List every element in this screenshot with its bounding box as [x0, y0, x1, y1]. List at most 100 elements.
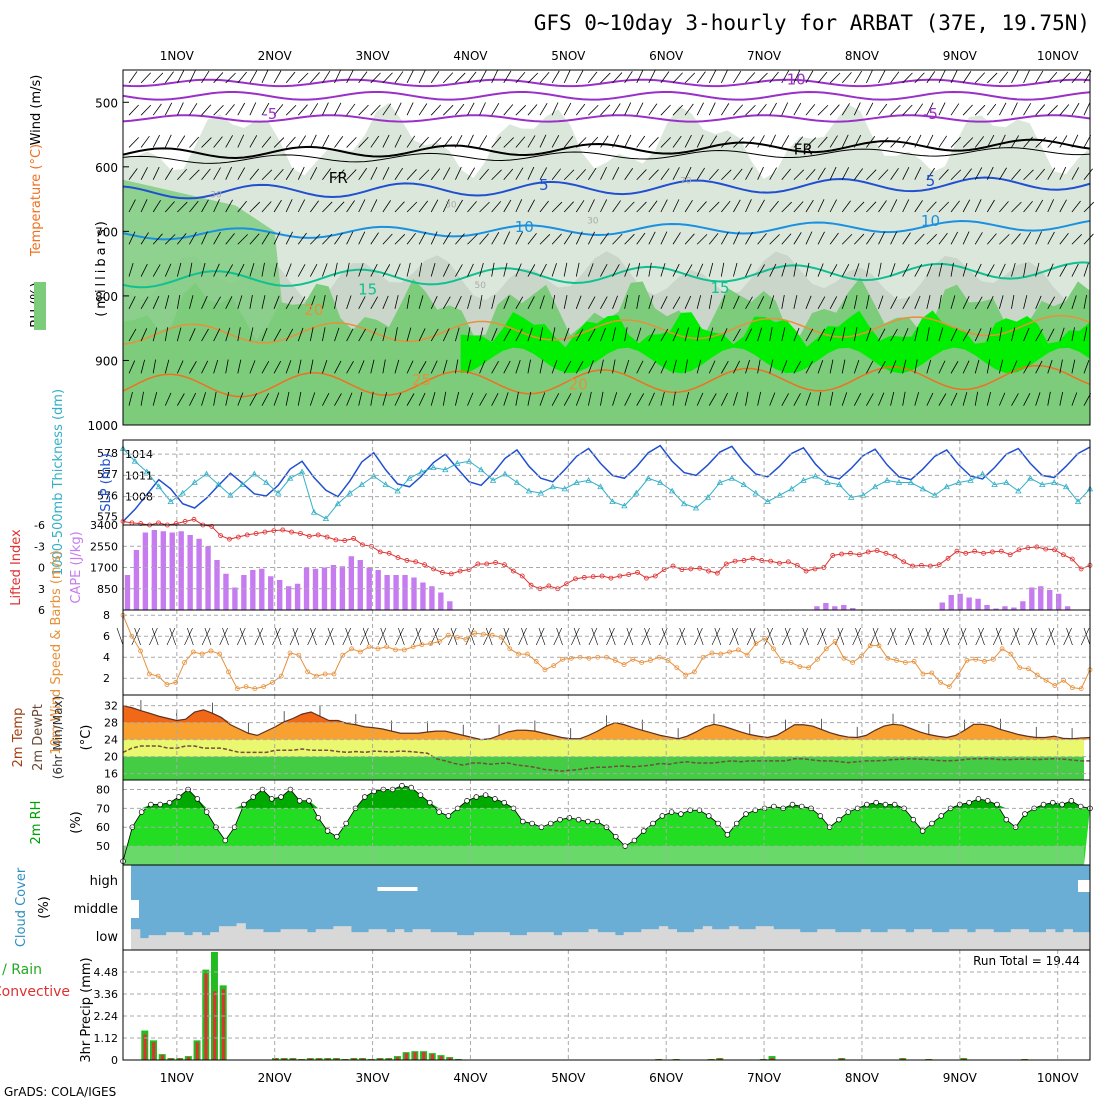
- wind-barb: [648, 200, 658, 213]
- wind-barb: [503, 168, 514, 180]
- wind-barb: [334, 70, 341, 84]
- lifted-index-point: [750, 555, 756, 561]
- wind-barb: [140, 135, 150, 148]
- surface-wind-barb: [1083, 627, 1091, 646]
- wind-barb: [1059, 199, 1067, 213]
- wind-barb: [998, 359, 1004, 374]
- lifted-index-point: [1052, 547, 1057, 553]
- wind-barb: [273, 328, 282, 342]
- wind-barb: [249, 327, 254, 342]
- wind-barb: [612, 264, 620, 277]
- precip-convective-bar: [274, 1058, 278, 1060]
- wind-barb: [430, 199, 439, 213]
- low-cloud-gap: [1072, 932, 1082, 950]
- wind-speed-point: [375, 646, 381, 652]
- day-label-bottom: 3NOV: [356, 1071, 391, 1085]
- cape-bar: [1055, 593, 1062, 610]
- wind-barb: [189, 295, 194, 309]
- low-cloud-gap: [271, 932, 282, 950]
- low-cloud-gap: [641, 929, 651, 950]
- precip-convective-bar: [317, 1058, 321, 1060]
- wind-barb: [346, 200, 355, 213]
- wind-barb: [624, 201, 635, 213]
- wind-barb: [370, 167, 378, 180]
- surface-wind-barb: [782, 627, 791, 646]
- wind-barb: [781, 201, 792, 213]
- wind-barb: [334, 102, 342, 116]
- wind-speed-point: [797, 664, 803, 670]
- wind-barb: [684, 264, 693, 277]
- wind-barb: [1047, 328, 1055, 342]
- wind-barb: [878, 103, 888, 116]
- lifted-index-point: [927, 563, 933, 569]
- lifted-index-point: [377, 549, 383, 555]
- wind-barb: [660, 360, 667, 374]
- wind-barb: [588, 296, 596, 310]
- wind-barb: [346, 295, 352, 309]
- day-label-bottom: 2NOV: [258, 1071, 293, 1085]
- wind-barb: [467, 263, 474, 277]
- wind-speed-line: [122, 615, 1091, 690]
- low-cloud-gap: [377, 929, 387, 950]
- wind-barb: [370, 135, 380, 148]
- wind-barb: [757, 104, 767, 116]
- wind-barb: [793, 201, 804, 213]
- surface-wind-barb: [1063, 627, 1072, 646]
- lifted-index-point: [395, 555, 401, 560]
- wind10-ylabel: 10m Wind Speed & Barbs (m/s): [49, 550, 64, 755]
- wind-barb: [140, 167, 148, 180]
- wind-barb: [406, 393, 415, 406]
- rh-tick-label: 80: [96, 783, 110, 796]
- rh-tick-label: 50: [96, 840, 110, 853]
- wind-barb: [720, 392, 728, 406]
- wind-barb: [152, 103, 162, 116]
- precip-convective-bar: [387, 1058, 391, 1060]
- wind-barb: [551, 168, 562, 180]
- surface-wind-barb: [377, 627, 387, 646]
- thickness-point: [549, 483, 556, 490]
- wind-barb: [261, 327, 268, 342]
- wind-barb: [805, 104, 816, 116]
- wind-barb: [322, 295, 326, 309]
- rh-point: [343, 820, 349, 827]
- wind-barb: [237, 102, 246, 116]
- wind-barb: [890, 231, 898, 245]
- wind-barb: [817, 360, 824, 374]
- wind-barb: [962, 199, 971, 213]
- wind-barb: [176, 360, 184, 374]
- low-cloud-gap: [579, 932, 590, 950]
- temp-contour: [122, 219, 1091, 241]
- rh-point: [529, 820, 535, 827]
- thickness-point: [1003, 479, 1010, 485]
- wind-barb: [974, 391, 979, 406]
- wind-barb: [418, 361, 427, 374]
- wind-barb: [902, 104, 913, 116]
- cape-bar: [993, 608, 999, 610]
- rh-point: [836, 816, 842, 823]
- surface-wind-barb: [746, 627, 756, 646]
- wind-barb: [406, 294, 410, 309]
- wind-barb: [201, 360, 209, 374]
- wind-barb: [128, 199, 136, 213]
- thickness-point: [525, 487, 533, 494]
- lifted-index-point: [706, 568, 711, 574]
- wind-barb: [660, 199, 668, 213]
- wind-barb: [358, 328, 366, 342]
- cape-bar: [223, 573, 229, 610]
- low-cloud-gap: [588, 929, 598, 950]
- wind-barb: [974, 72, 985, 84]
- wind-barb: [213, 328, 221, 342]
- wind-barb: [636, 327, 642, 342]
- wind-barb: [261, 102, 270, 116]
- low-cloud-gap: [1081, 932, 1091, 950]
- wind-barb: [672, 72, 683, 84]
- thickness-point: [883, 477, 891, 483]
- wind-speed-point: [735, 647, 741, 653]
- wind-barb: [285, 104, 297, 116]
- wind-barb: [805, 262, 810, 277]
- wind-barb: [805, 231, 813, 245]
- wind-barb: [249, 393, 258, 406]
- wind-barb: [1071, 392, 1078, 406]
- wind-barb: [708, 233, 719, 245]
